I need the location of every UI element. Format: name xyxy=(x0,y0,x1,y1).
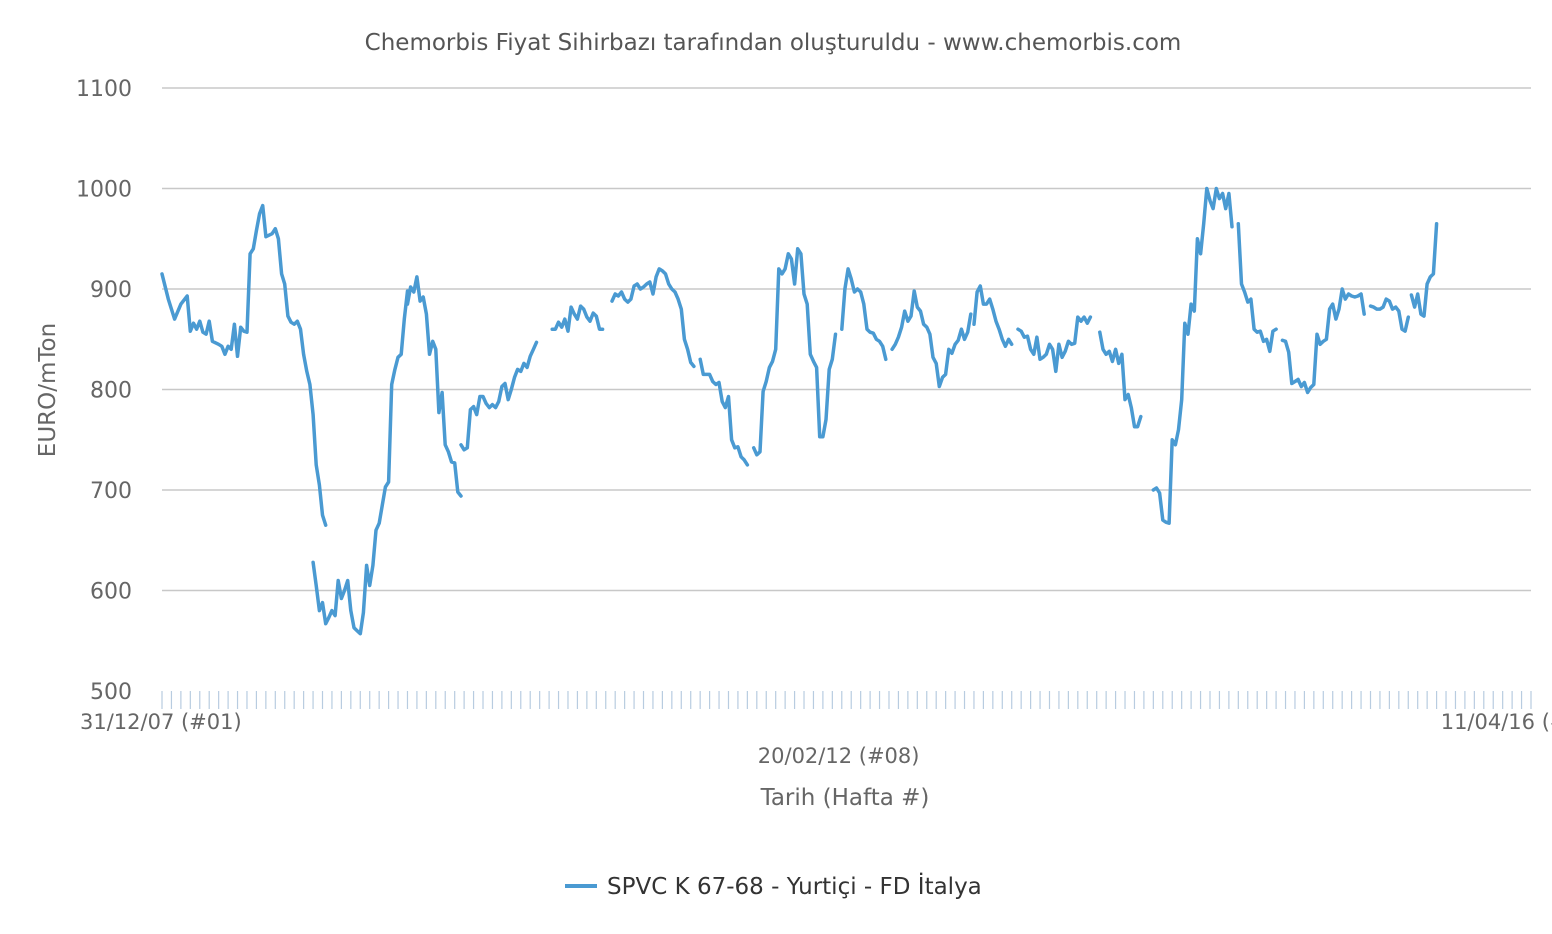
y-tick-label-700: 700 xyxy=(90,479,132,504)
y-axis-tick-labels: 500 600 700 800 900 1000 1100 xyxy=(76,77,132,705)
y-tick-label-500: 500 xyxy=(90,680,132,705)
x-tick-label-2: 11/04/16 (#15) xyxy=(1441,710,1552,734)
y-tick-label-600: 600 xyxy=(90,580,132,605)
y-tick-label-900: 900 xyxy=(90,278,132,303)
x-axis-tick-marks xyxy=(161,691,1532,709)
y-tick-label-1100: 1100 xyxy=(76,77,132,102)
x-axis-tick-labels: 31/12/07 (#01) 20/02/12 (#08) 11/04/16 (#1… xyxy=(80,710,1552,768)
x-tick-label-0: 31/12/07 (#01) xyxy=(80,710,242,734)
legend[interactable]: SPVC K 67-68 - Yurtiçi - FD İtalya xyxy=(565,872,982,900)
x-axis-label: Tarih (Hafta #) xyxy=(760,785,930,811)
legend-label: SPVC K 67-68 - Yurtiçi - FD İtalya xyxy=(607,872,982,900)
series-line-0 xyxy=(160,186,1439,636)
series-layer xyxy=(160,186,1439,636)
chart-title: Chemorbis Fiyat Sihirbazı tarafından olu… xyxy=(365,30,1182,56)
y-tick-label-1000: 1000 xyxy=(76,178,132,203)
y-axis-label: EURO/mTon xyxy=(35,323,61,457)
x-tick-label-1: 20/02/12 (#08) xyxy=(758,744,920,768)
y-tick-label-800: 800 xyxy=(90,379,132,404)
